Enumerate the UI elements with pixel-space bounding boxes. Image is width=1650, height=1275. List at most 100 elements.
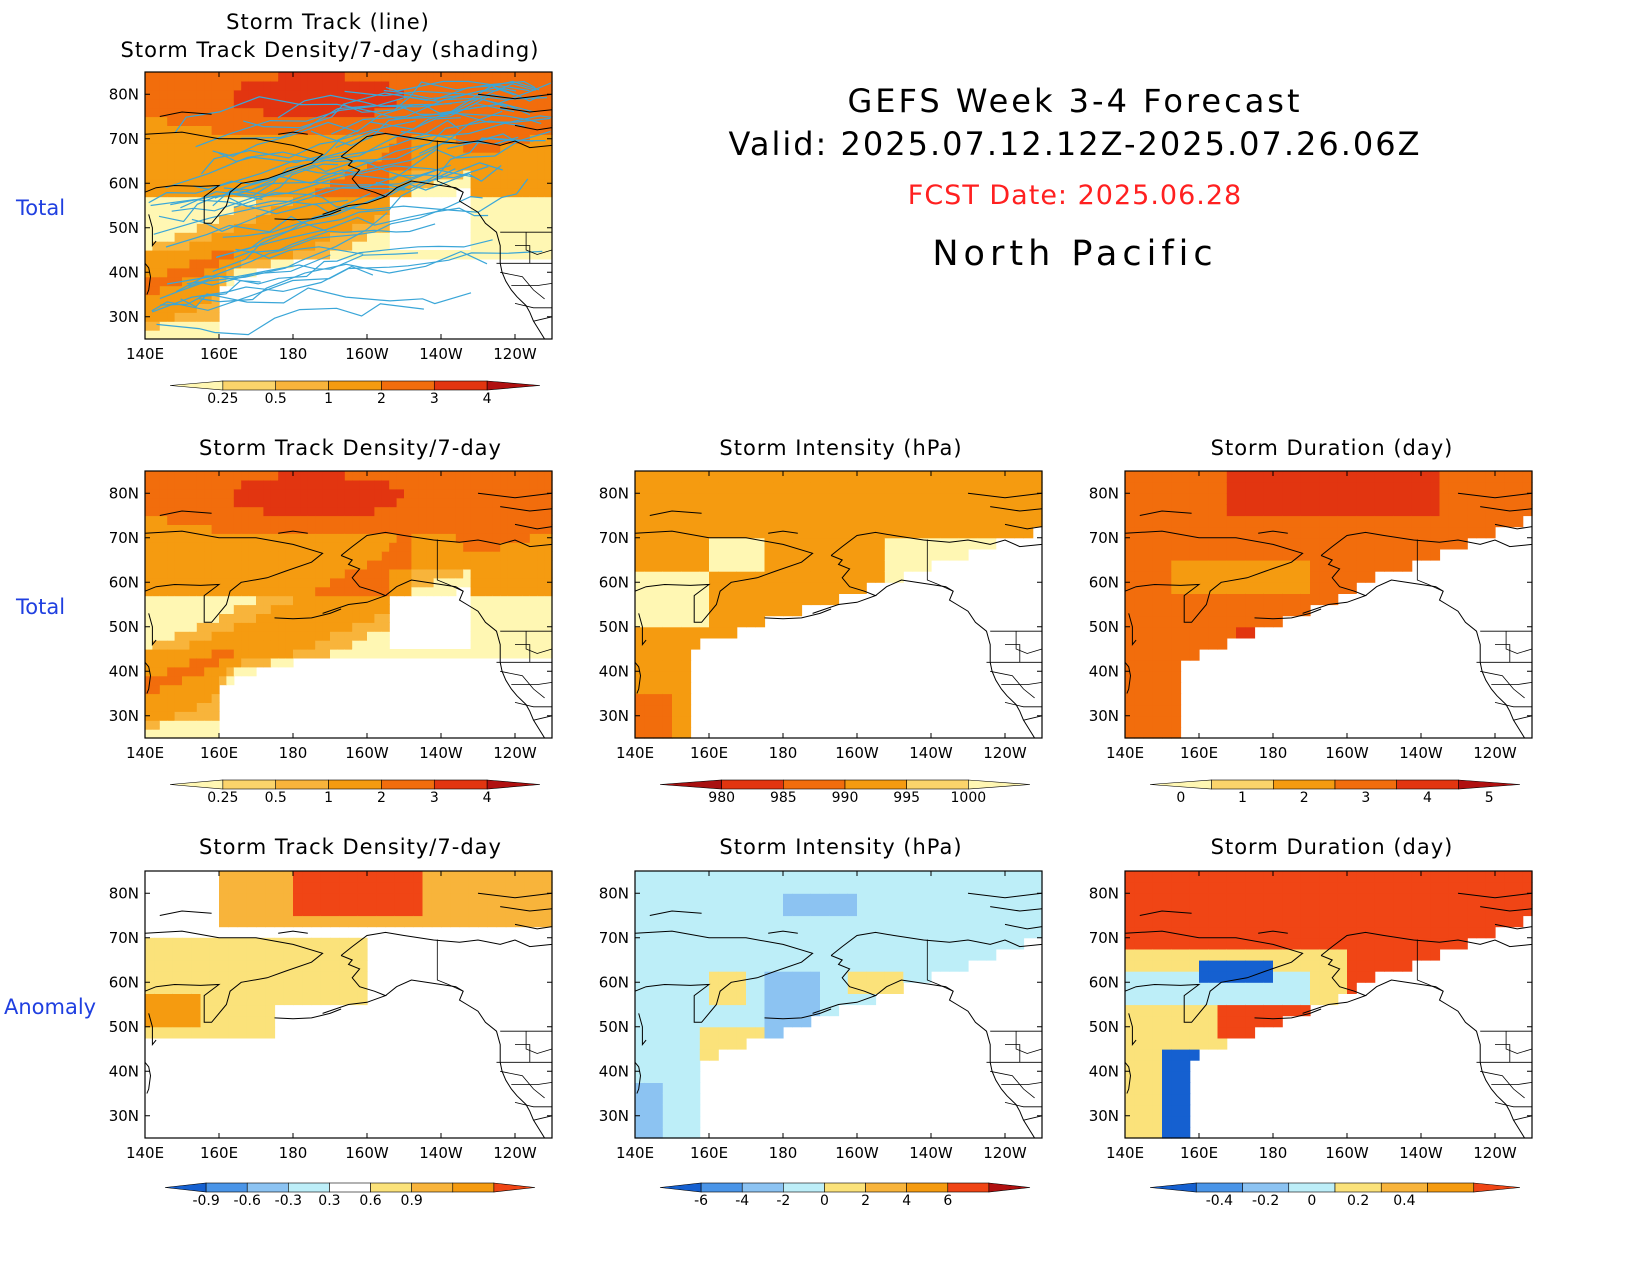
grid-cell	[278, 98, 287, 109]
grid-cell	[145, 205, 153, 215]
grid-cell	[172, 1026, 183, 1039]
grid-cell	[285, 488, 294, 499]
grid-cell	[1152, 671, 1163, 683]
grid-cell	[396, 506, 405, 517]
grid-cell	[241, 241, 250, 251]
grid-cell	[315, 524, 324, 534]
grid-cell	[441, 871, 451, 883]
grid-cell	[485, 178, 494, 189]
grid-cell	[159, 205, 168, 215]
grid-cell	[448, 568, 457, 579]
grid-cell	[154, 937, 165, 950]
grid-cell	[241, 98, 250, 109]
coastline	[148, 1013, 157, 1046]
grid-cell	[672, 482, 682, 494]
grid-cell	[145, 551, 153, 561]
grid-cell	[246, 893, 257, 905]
grid-cell	[352, 214, 361, 224]
grid-cell	[829, 493, 840, 505]
grid-cell	[278, 568, 287, 579]
grid-cell	[1263, 482, 1274, 494]
coastline	[340, 531, 553, 556]
grid-cell	[1402, 560, 1413, 572]
grid-cell	[529, 89, 538, 100]
grid-cell	[237, 948, 248, 961]
grid-cell	[635, 1126, 645, 1139]
grid-cell	[293, 982, 303, 994]
grid-cell	[801, 915, 812, 928]
grid-cell	[256, 649, 264, 659]
border-line	[514, 303, 552, 309]
border-line	[1023, 1115, 1043, 1121]
grid-cell	[1152, 726, 1163, 739]
grid-cell	[344, 196, 353, 207]
grid-cell	[866, 971, 877, 983]
grid-cell	[322, 577, 331, 588]
grid-cell	[903, 915, 914, 928]
grid-cell	[755, 526, 766, 539]
borders	[436, 939, 553, 1121]
grid-cell	[330, 169, 338, 180]
grid-cell	[455, 577, 464, 588]
grid-cell	[1393, 493, 1404, 505]
grid-cell	[1162, 671, 1172, 683]
grid-cell	[145, 116, 153, 126]
grid-cell	[522, 161, 531, 171]
grid-cell	[241, 89, 250, 100]
coastline	[278, 131, 308, 135]
grid-cell	[330, 241, 338, 251]
grid-cell	[810, 537, 821, 550]
grid-cell	[792, 982, 803, 994]
grid-cell	[1448, 537, 1459, 550]
grid-cell	[709, 960, 719, 972]
grid-cell	[1152, 1115, 1163, 1128]
grid-cell	[1180, 560, 1191, 572]
grid-cell	[977, 526, 988, 539]
grid-cell	[196, 604, 205, 614]
grid-cell	[233, 488, 242, 499]
coastline	[322, 156, 387, 215]
grid-cell	[505, 904, 516, 917]
grid-cell	[330, 98, 338, 109]
grid-cell	[1273, 537, 1283, 550]
grid-cell	[348, 882, 359, 894]
grid-cell	[820, 1004, 830, 1017]
grid-cell	[367, 640, 375, 650]
grid-cell	[1365, 471, 1376, 483]
grid-cell	[672, 515, 682, 528]
grid-cell	[912, 548, 923, 561]
grid-cell	[404, 577, 412, 588]
grid-cell	[1032, 515, 1043, 528]
grid-cell	[537, 640, 546, 650]
grid-cell	[653, 948, 664, 961]
grid-cell	[662, 1082, 673, 1095]
grid-cell	[256, 631, 264, 641]
grid-cell	[307, 560, 316, 570]
grid-cell	[219, 107, 227, 118]
grid-cell	[810, 948, 821, 961]
grid-cell	[374, 223, 383, 233]
grid-cell	[529, 250, 538, 260]
grid-cell	[829, 948, 840, 961]
grid-cell	[894, 971, 904, 983]
grid-cell	[875, 493, 886, 505]
grid-cell	[709, 482, 719, 494]
grid-cell	[644, 582, 655, 594]
grid-cell	[263, 631, 272, 641]
grid-cell	[344, 649, 353, 659]
grid-cell	[411, 533, 420, 543]
grid-cell	[263, 89, 272, 100]
grid-cell	[727, 526, 738, 539]
grid-cell	[1134, 948, 1145, 961]
grid-cell	[507, 488, 516, 499]
grid-cell	[145, 1015, 155, 1028]
grid-cell	[248, 524, 257, 534]
grid-cell	[455, 250, 464, 260]
coastline	[967, 892, 1043, 899]
grid-cell	[256, 937, 266, 950]
grid-cell	[1199, 482, 1209, 494]
grid-cell	[1134, 548, 1145, 561]
grid-cell	[699, 537, 710, 550]
grid-cell	[285, 542, 294, 552]
grid-cell	[159, 595, 168, 606]
